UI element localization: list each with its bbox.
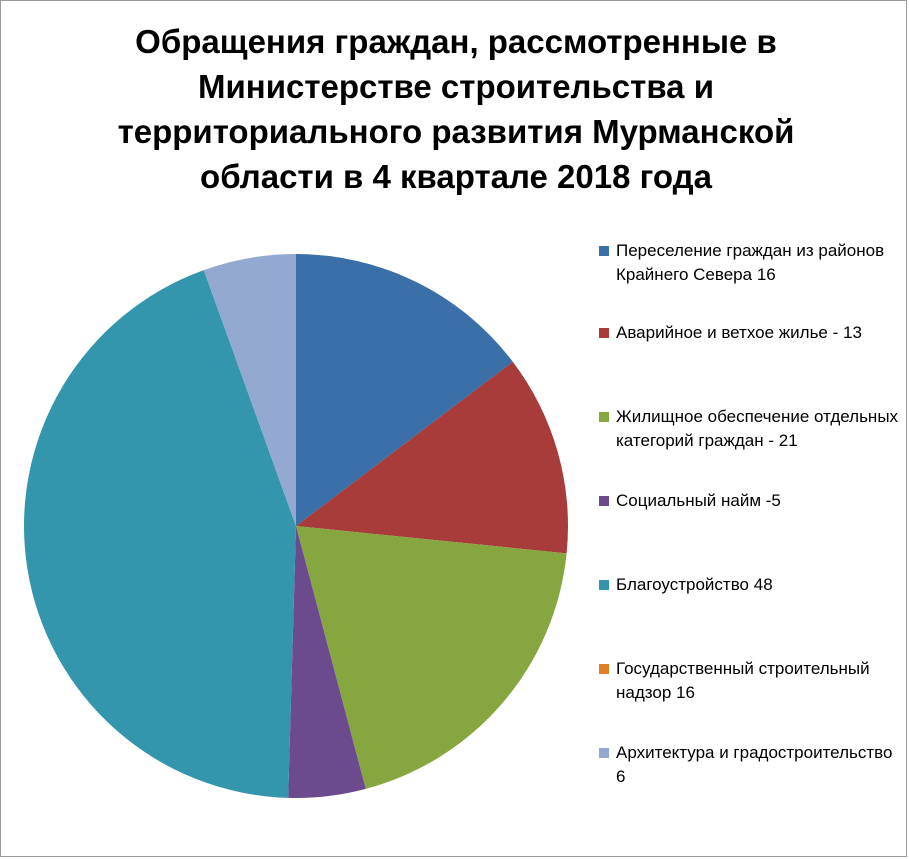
legend-item-3: Социальный найм -5: [599, 489, 899, 513]
legend-item-1: Аварийное и ветхое жилье - 13: [599, 321, 899, 345]
legend-item-6: Архитектура и градостроительство 6: [599, 741, 899, 789]
legend-swatch-0: [599, 246, 609, 256]
legend-item-2: Жилищное обеспечение отдельных категорий…: [599, 405, 899, 453]
chart-title: Обращения граждан, рассмотренные в Минис…: [117, 23, 795, 195]
legend-swatch-2: [599, 412, 609, 422]
pie-slice-0: [296, 254, 513, 526]
pie-slice-1: [296, 361, 568, 554]
legend-item-4: Благоустройство 48: [599, 573, 899, 597]
legend-label-0: Переселение граждан из районов Крайнего …: [616, 241, 885, 284]
legend-swatch-3: [599, 496, 609, 506]
legend-label-2: Жилищное обеспечение отдельных категорий…: [616, 407, 899, 450]
legend-label-1: Аварийное и ветхое жилье - 13: [616, 323, 862, 342]
legend-label-3: Социальный найм -5: [616, 491, 781, 510]
pie-slice-2: [296, 526, 567, 789]
legend-item-5: Государственный строительный надзор 16: [599, 657, 899, 705]
legend-label-4: Благоустройство 48: [616, 575, 773, 594]
pie-slice-4: [24, 270, 297, 798]
pie-slice-3: [288, 526, 366, 798]
legend-label-5: Государственный строительный надзор 16: [616, 659, 870, 702]
legend-label-6: Архитектура и градостроительство 6: [616, 743, 893, 786]
pie-slice-6: [203, 254, 296, 526]
legend-swatch-5: [599, 664, 609, 674]
legend-swatch-6: [599, 748, 609, 758]
legend-swatch-1: [599, 328, 609, 338]
legend-item-0: Переселение граждан из районов Крайнего …: [599, 239, 899, 287]
legend-swatch-4: [599, 580, 609, 590]
